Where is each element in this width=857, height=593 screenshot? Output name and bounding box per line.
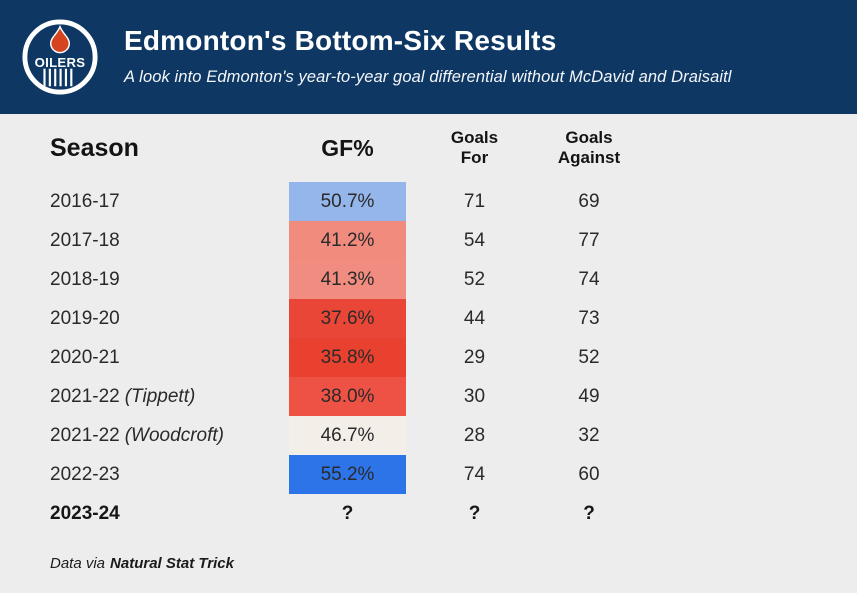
- goals-for-cell: 52: [463, 268, 486, 290]
- season-cell: 2016-17: [50, 190, 120, 212]
- gf-pct-cell: 41.3%: [289, 260, 406, 299]
- goals-for-cell: 29: [463, 346, 486, 368]
- season-cell: 2018-19: [50, 268, 120, 290]
- column-header-season: Season: [50, 133, 139, 162]
- goals-against-cell: 74: [578, 268, 600, 290]
- gf-pct-cell: 46.7%: [289, 416, 406, 455]
- goals-against-cell: 77: [578, 229, 600, 251]
- goals-against-cell: 73: [578, 307, 600, 329]
- gf-pct-cell: 55.2%: [289, 455, 406, 494]
- column-header-goals-for: Goals For: [450, 127, 499, 167]
- column-header-goals-against: Goals Against: [557, 127, 621, 167]
- oil-drop-icon: [50, 24, 70, 54]
- goals-against-cell: 60: [578, 463, 600, 485]
- goals-for-cell: 30: [463, 385, 486, 407]
- season-cell: 2022-23: [50, 463, 120, 485]
- table-row: 2017-18 41.2% 54 77: [50, 221, 857, 260]
- page-title: Edmonton's Bottom-Six Results: [124, 25, 557, 56]
- goals-for-cell: 71: [463, 190, 486, 212]
- header-titles: Edmonton's Bottom-Six Results A look int…: [124, 27, 732, 87]
- goals-against-cell: 69: [578, 190, 600, 212]
- goals-against-cell: ?: [583, 503, 595, 524]
- goals-against-cell: 52: [578, 346, 600, 368]
- goals-against-cell: 32: [578, 424, 600, 446]
- table-row: 2021-22 (Woodcroft) 46.7% 28 32: [50, 416, 857, 455]
- season-cell: 2023-24: [50, 503, 120, 524]
- table-row-upcoming-season: 2023-24 ? ? ?: [50, 494, 857, 534]
- gf-pct-cell: 37.6%: [289, 299, 406, 338]
- season-cell: 2017-18: [50, 229, 120, 251]
- gf-pct-cell: 35.8%: [289, 338, 406, 377]
- gf-pct-cell: 38.0%: [289, 377, 406, 416]
- table-row: 2020-21 35.8% 29 52: [50, 338, 857, 377]
- logo-stripes: [43, 68, 73, 87]
- logo-wordmark: OILERS: [35, 55, 86, 70]
- table-row: 2016-17 50.7% 71 69: [50, 182, 857, 221]
- season-cell: 2021-22 (Tippett): [50, 385, 196, 407]
- season-cell: 2020-21: [50, 346, 120, 368]
- table-row: 2021-22 (Tippett) 38.0% 30 49: [50, 377, 857, 416]
- oilers-logo-graphic: OILERS: [22, 19, 98, 95]
- gf-pct-cell: 50.7%: [289, 182, 406, 221]
- season-cell: 2021-22 (Woodcroft): [50, 424, 224, 446]
- goals-against-cell: 49: [578, 385, 600, 407]
- table-row: 2019-20 37.6% 44 73: [50, 299, 857, 338]
- logo-circle: [22, 19, 98, 95]
- column-header-gf-pct: GF%: [321, 134, 374, 161]
- goals-for-cell: 44: [463, 307, 486, 329]
- goals-for-cell: 74: [463, 463, 486, 485]
- page-subtitle: A look into Edmonton's year-to-year goal…: [124, 68, 732, 86]
- source-name: Natural Stat Trick: [110, 555, 234, 572]
- table-row: 2022-23 55.2% 74 60: [50, 455, 857, 494]
- table-header-row: Season GF% Goals For Goals Against: [50, 114, 857, 182]
- season-cell: 2019-20: [50, 307, 120, 329]
- oilers-logo: OILERS: [21, 18, 99, 96]
- gf-pct-cell: ?: [341, 503, 354, 524]
- goals-for-cell: 54: [463, 229, 486, 251]
- header-banner: OILERS Edmonton's Bottom-Six Results A l…: [0, 0, 857, 114]
- goals-for-cell: ?: [468, 503, 481, 524]
- results-table: Season GF% Goals For Goals Against 2016-…: [0, 114, 857, 534]
- gf-pct-cell: 41.2%: [289, 221, 406, 260]
- source-prefix: Data via: [50, 555, 106, 572]
- table-row: 2018-19 41.3% 52 74: [50, 260, 857, 299]
- goals-for-cell: 28: [463, 424, 486, 446]
- data-source-note: Data via Natural Stat Trick: [0, 534, 857, 572]
